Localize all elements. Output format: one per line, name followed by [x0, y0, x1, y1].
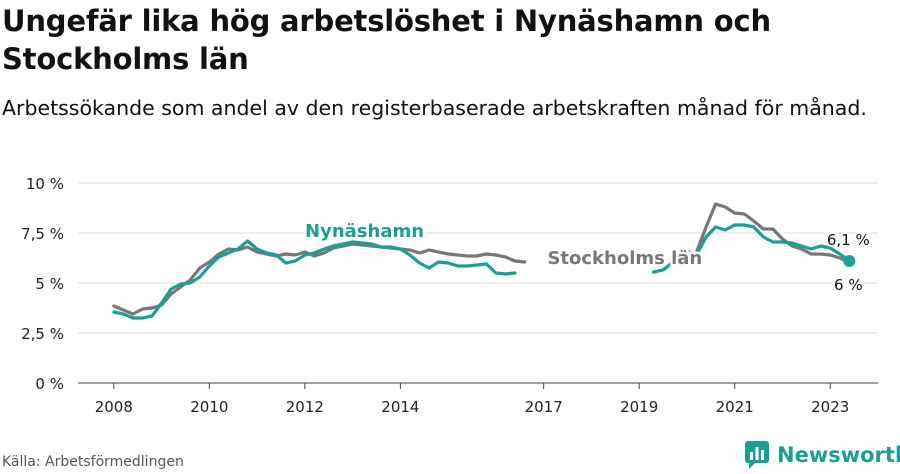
- x-tick-label: 2010: [190, 398, 228, 416]
- series-labels: Nynäshamn Stockholms län 6,1 % 6 %: [303, 219, 872, 297]
- x-tick-label: 2008: [95, 398, 133, 416]
- x-tick-label: 2014: [381, 398, 419, 416]
- source-note: Källa: Arbetsförmedlingen: [2, 454, 184, 470]
- gridlines: [78, 182, 878, 334]
- x-axis: 2008 2010 2012 2014 2017 2019 2021 2023: [78, 382, 878, 416]
- series-name-label: Nynäshamn: [305, 221, 424, 242]
- brand-mark: Newsworthy: [745, 441, 900, 469]
- chart-subtitle: Arbetssökande som andel av den registerb…: [2, 96, 867, 120]
- series-name-label: Stockholms län: [547, 248, 702, 269]
- y-tick-label: 0 %: [35, 375, 64, 393]
- x-tick-label: 2012: [286, 398, 324, 416]
- x-tick-label: 2023: [811, 398, 849, 416]
- series-lines: [112, 202, 851, 320]
- end-point-marker: [843, 255, 856, 267]
- y-tick-label: 5 %: [35, 275, 64, 293]
- x-tick-label: 2017: [525, 398, 563, 416]
- x-tick-label: 2021: [716, 398, 754, 416]
- series-line-stockholms-lan: [694, 202, 851, 265]
- chart-title: Ungefär lika hög arbetslöshet i Nynäsham…: [2, 4, 771, 76]
- y-tick-label: 7,5 %: [21, 225, 64, 243]
- series-line-stockholms-lan: [112, 242, 527, 316]
- series-line-nynashamn: [112, 239, 517, 320]
- y-tick-label: 10 %: [26, 175, 64, 193]
- brand-name: Newsworthy: [777, 443, 900, 467]
- y-axis: 0 % 2,5 % 5 % 7,5 % 10 %: [21, 175, 64, 393]
- end-value-label-nynashamn: 6,1 %: [827, 231, 870, 249]
- y-tick-label: 2,5 %: [21, 325, 64, 343]
- end-value-label-stockholms-lan: 6 %: [834, 276, 863, 294]
- x-tick-label: 2019: [620, 398, 658, 416]
- newsworthy-logo-icon: [745, 441, 769, 469]
- series-line-nynashamn: [651, 223, 851, 274]
